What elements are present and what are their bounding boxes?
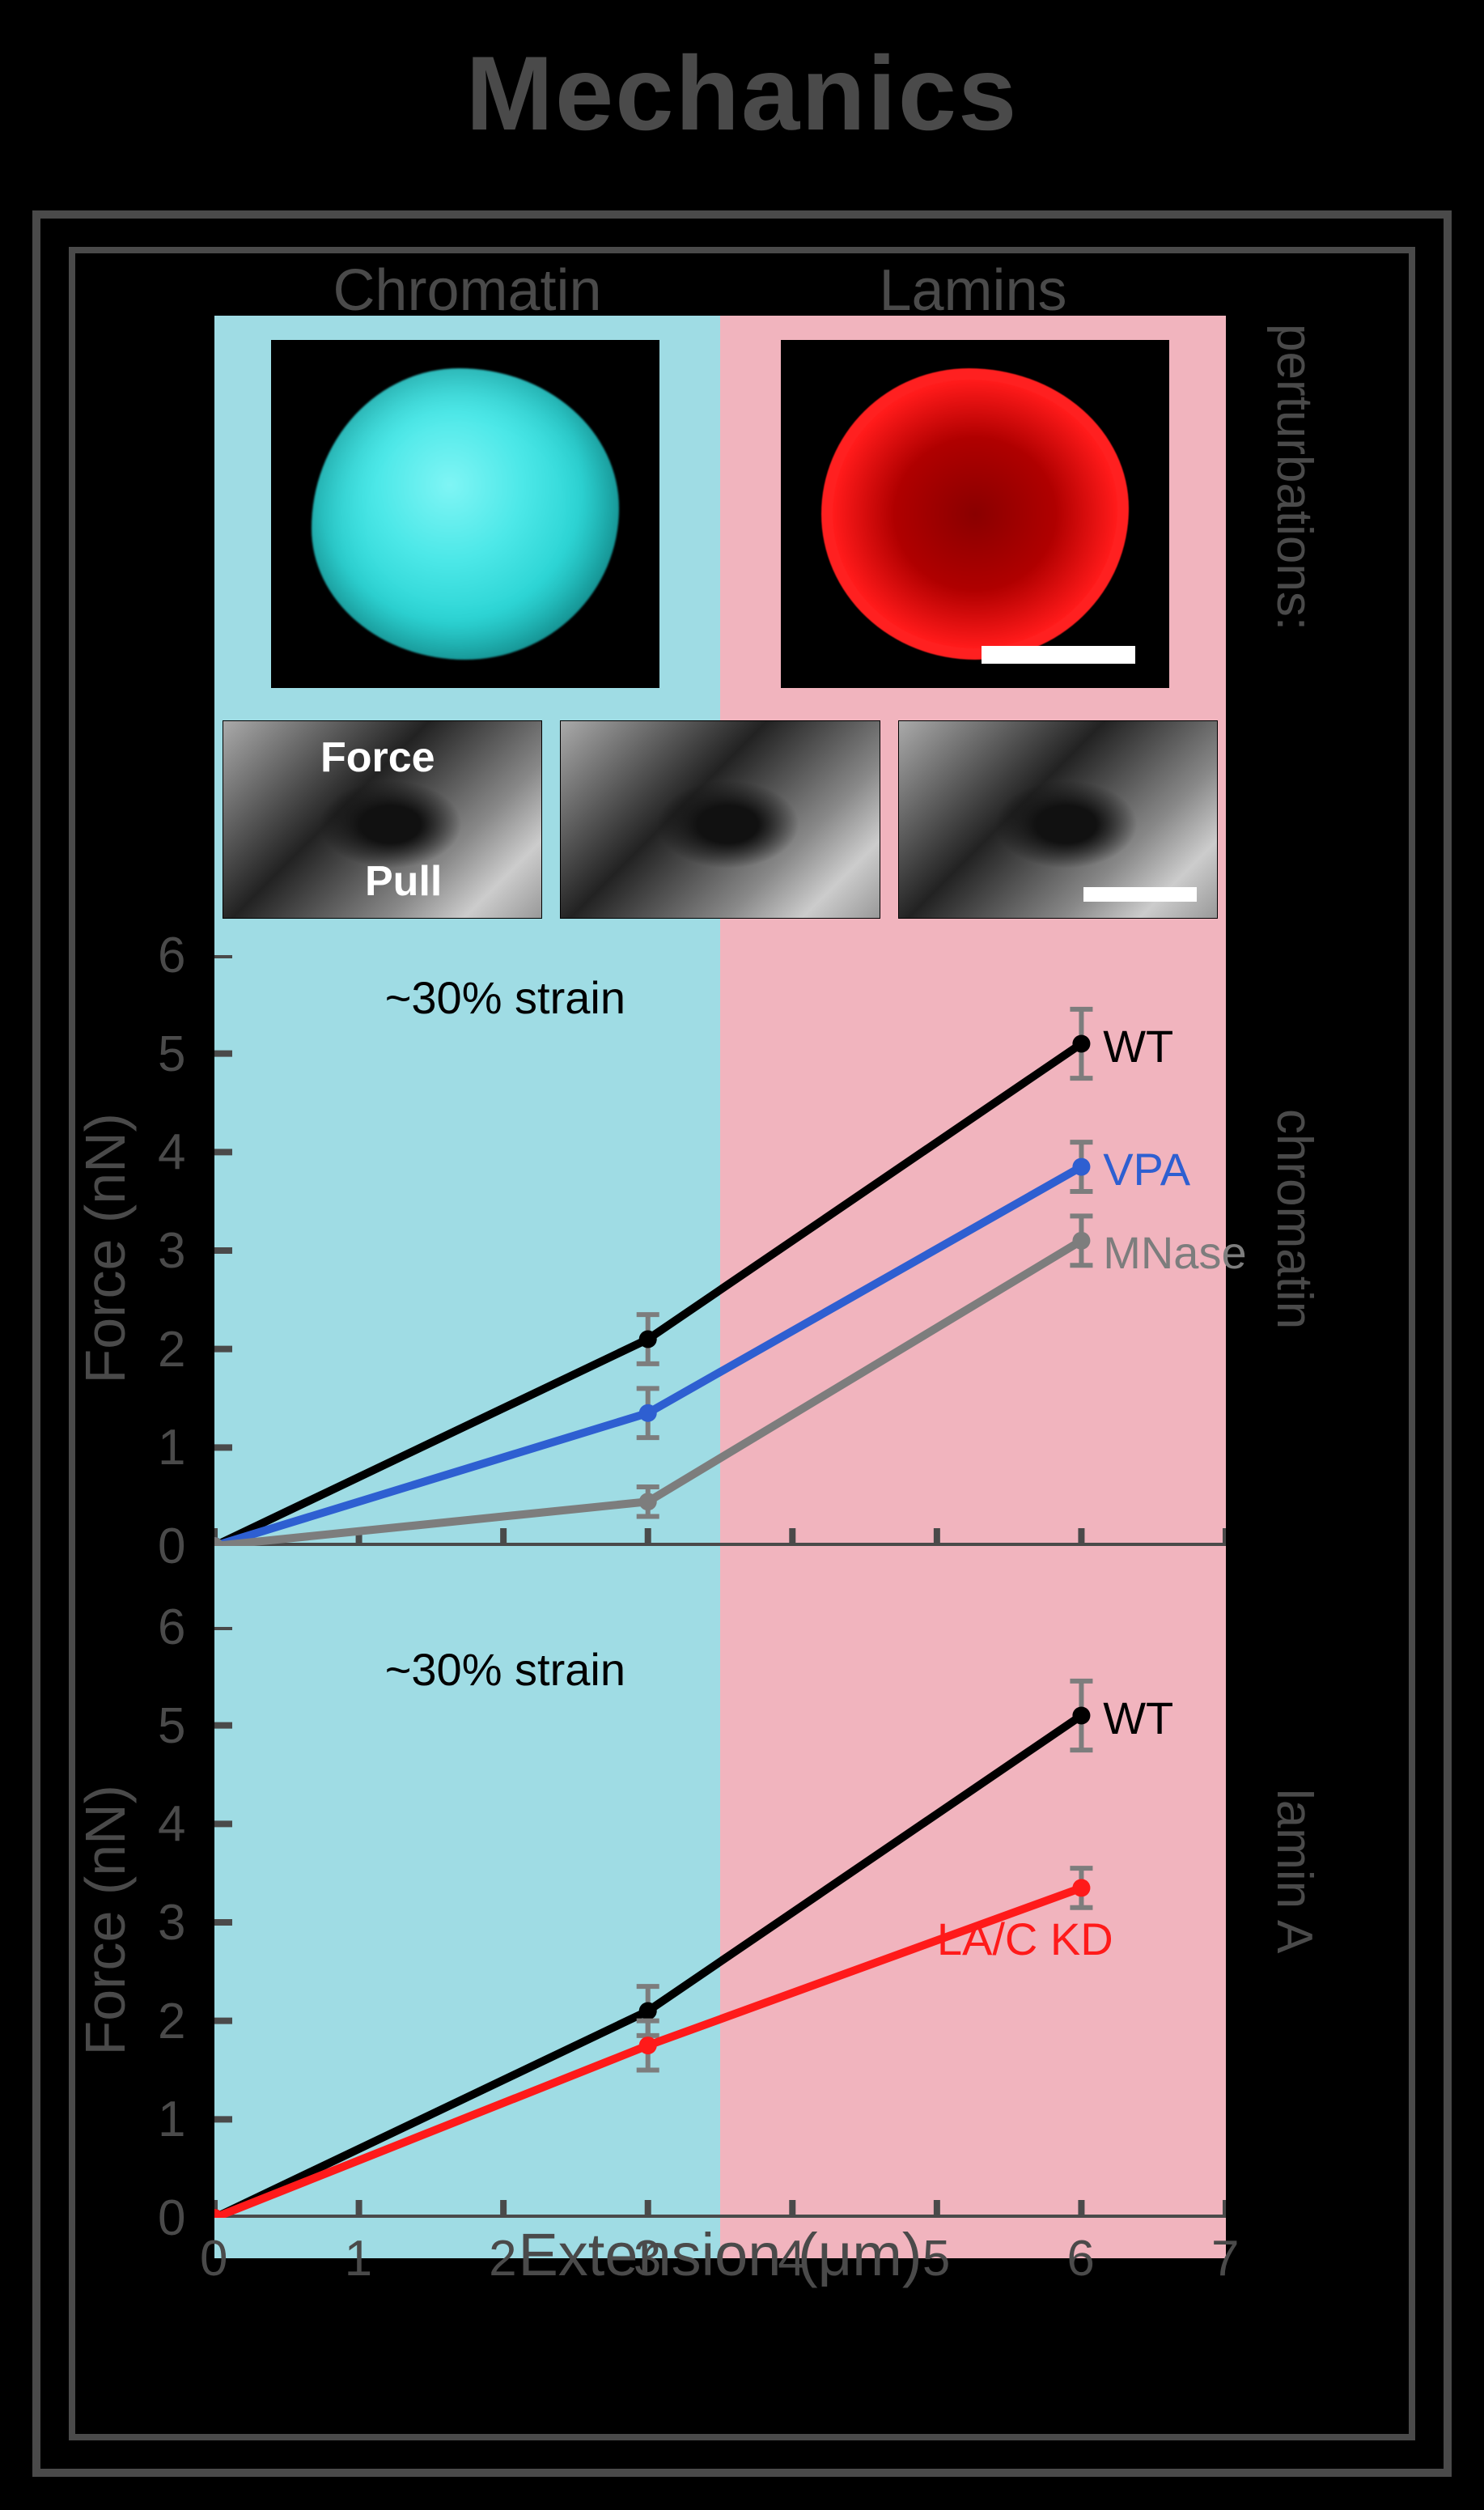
series-label-la-c-kd: LA/C KD: [937, 1913, 1113, 1965]
pull-label: Pull: [365, 857, 442, 906]
nucleus-cyan-icon: [312, 368, 619, 660]
y-tick-label: 6: [158, 1599, 185, 1656]
y-tick-label: 1: [158, 2091, 185, 2148]
series-label-wt: WT: [1103, 1020, 1173, 1072]
pull-frame-2: [560, 720, 880, 919]
y-axis-label: Force (nN): [73, 1113, 138, 1383]
y-tick-label: 0: [158, 1518, 185, 1575]
side-label-lamin-a: lamin A: [1266, 1789, 1323, 1953]
pull-scalebar: [1083, 887, 1197, 902]
chart-chromatin-perturbation: 0123456Force (nN)~30% strainWTVPAMNase: [214, 955, 1226, 1546]
y-tick-label: 6: [158, 927, 185, 984]
y-tick-label: 1: [158, 1419, 185, 1476]
chart-lamin-perturbation: 012345601234567Force (nN)~30% strainWTLA…: [214, 1627, 1226, 2218]
y-tick-label: 5: [158, 1697, 185, 1755]
plot-area: Chromatin Lamins perturbations: chromati…: [214, 316, 1226, 2258]
pull-frame-3: [898, 720, 1218, 919]
y-tick-label: 3: [158, 1222, 185, 1280]
col-header-lamins: Lamins: [720, 257, 1226, 324]
side-label-perturbations: perturbations:: [1266, 324, 1323, 631]
nucleus-red-icon: [821, 368, 1129, 660]
series-label-mnase: MNase: [1103, 1226, 1246, 1279]
strain-annotation: ~30% strain: [385, 971, 625, 1024]
side-label-chromatin: chromatin: [1266, 1109, 1323, 1329]
y-axis-label: Force (nN): [73, 1785, 138, 2055]
figure-title: Mechanics: [0, 32, 1484, 154]
fluo-image-lamins: [781, 340, 1169, 688]
series-label-wt: WT: [1103, 1692, 1173, 1744]
x-axis-label: Extension (μm): [214, 2220, 1226, 2289]
fluo-image-chromatin: [271, 340, 659, 688]
pull-frame-1: Force Pull: [223, 720, 542, 919]
micromanipulation-row: Force Pull: [214, 720, 1226, 919]
y-tick-label: 5: [158, 1026, 185, 1083]
fluo-scalebar: [982, 646, 1135, 664]
y-tick-label: 3: [158, 1894, 185, 1952]
y-tick-label: 4: [158, 1123, 185, 1181]
y-tick-label: 2: [158, 1321, 185, 1378]
col-header-chromatin: Chromatin: [214, 257, 720, 324]
series-label-vpa: VPA: [1103, 1143, 1190, 1196]
strain-annotation: ~30% strain: [385, 1643, 625, 1696]
y-tick-label: 2: [158, 1993, 185, 2050]
y-tick-label: 4: [158, 1795, 185, 1853]
force-label: Force: [320, 733, 435, 782]
y-tick-label: 0: [158, 2189, 185, 2247]
